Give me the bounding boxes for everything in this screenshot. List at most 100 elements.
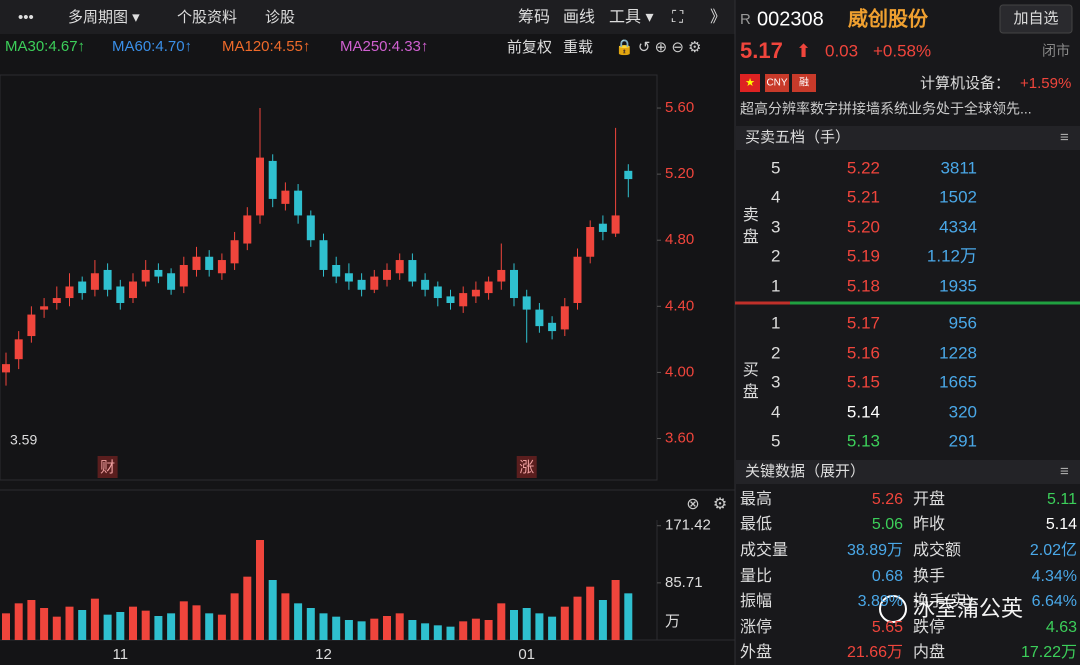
candle-body bbox=[217, 260, 226, 274]
candle-body bbox=[395, 260, 404, 274]
candle-body bbox=[256, 157, 264, 216]
toolbar-button[interactable]: ••• bbox=[18, 9, 34, 26]
book-price: 5.20 bbox=[847, 217, 880, 236]
watch-button-bg[interactable] bbox=[999, 4, 1073, 34]
key-value: 6.64% bbox=[1032, 593, 1077, 610]
volume-bar bbox=[332, 616, 341, 640]
book-level: 5 bbox=[771, 431, 780, 450]
candle-body bbox=[179, 265, 188, 287]
key-value: 5.26 bbox=[872, 491, 903, 508]
key-header bbox=[735, 460, 1080, 484]
candle-body bbox=[471, 289, 480, 297]
volume-bar bbox=[167, 613, 176, 640]
ma-legend: MA120:4.55↑ bbox=[222, 38, 310, 55]
price: 5.17 bbox=[740, 38, 783, 63]
y-tick-label: 4.40 bbox=[665, 297, 694, 314]
book-volume: 3811 bbox=[940, 158, 977, 177]
toolbar-tool[interactable]: ⛶ bbox=[672, 9, 684, 26]
candle-body bbox=[268, 160, 277, 199]
price-frame bbox=[0, 74, 658, 481]
volume-bar bbox=[52, 616, 61, 640]
tag-bg bbox=[765, 74, 789, 92]
book-volume: 1.12万 bbox=[927, 246, 977, 265]
menu-icon[interactable]: ≡ bbox=[1060, 129, 1069, 146]
volume-bar bbox=[2, 613, 10, 640]
key-value: 4.63 bbox=[1046, 619, 1077, 636]
book-volume: 956 bbox=[949, 313, 977, 332]
book-level: 1 bbox=[771, 313, 780, 332]
book-level: 3 bbox=[771, 217, 780, 236]
book-price: 5.19 bbox=[847, 246, 880, 265]
candle-body bbox=[116, 286, 125, 303]
candle-body bbox=[573, 256, 582, 303]
volume-bar bbox=[548, 616, 557, 640]
book-volume: 1935 bbox=[939, 276, 977, 295]
settings-icon[interactable]: ⚙ bbox=[713, 496, 727, 513]
flag-icon bbox=[740, 74, 760, 92]
candle-body bbox=[52, 298, 61, 303]
option[interactable]: 前复权 bbox=[507, 38, 552, 56]
toolbar-tool[interactable]: 画线 bbox=[563, 8, 595, 26]
volume-bar bbox=[395, 613, 404, 640]
y-tick-label: 5.60 bbox=[665, 99, 694, 116]
tag-bg bbox=[792, 74, 816, 92]
key-label: 成交额 bbox=[913, 541, 961, 559]
volume-bar bbox=[78, 610, 87, 640]
volume-bar bbox=[510, 610, 518, 640]
candle-body bbox=[40, 306, 49, 310]
candle-body bbox=[484, 281, 493, 294]
book-level: 2 bbox=[771, 246, 780, 265]
volume-bar bbox=[383, 616, 391, 640]
y-tick-label: 5.20 bbox=[665, 165, 694, 182]
y-tick-label: 4.80 bbox=[665, 231, 694, 248]
toolbar-button[interactable]: 个股资料 bbox=[177, 9, 237, 26]
key-value: 3.89% bbox=[858, 593, 903, 610]
candle-body bbox=[78, 281, 87, 294]
close-icon[interactable]: ⊗ bbox=[686, 496, 699, 513]
key-value: 5.65 bbox=[872, 619, 903, 636]
key-label: 跌停 bbox=[913, 618, 945, 636]
toolbar-tool[interactable]: 筹码 bbox=[518, 8, 550, 26]
watch-button[interactable]: 加自选 bbox=[1013, 10, 1058, 27]
toolbar-button[interactable]: 多周期图 ▾ bbox=[68, 9, 140, 26]
key-label: 换手 bbox=[913, 567, 945, 585]
candle-body bbox=[192, 256, 201, 270]
book-price: 5.13 bbox=[847, 431, 880, 450]
volume-bar bbox=[230, 593, 239, 640]
candle-body bbox=[357, 279, 366, 290]
event-marker[interactable] bbox=[516, 456, 537, 478]
candle-body bbox=[103, 269, 112, 290]
book-header bbox=[735, 126, 1080, 150]
event-marker-label[interactable]: 财 bbox=[100, 459, 115, 476]
toolbar-tool[interactable]: 》 bbox=[710, 9, 726, 26]
x-tick-label: 12 bbox=[315, 646, 332, 663]
toolbar-tool[interactable]: 工具 ▾ bbox=[609, 9, 653, 26]
y-tick-label: 171.42 bbox=[665, 517, 711, 534]
option[interactable]: 重载 bbox=[563, 39, 593, 56]
key-value: 5.06 bbox=[872, 516, 903, 533]
key-value: 0.68 bbox=[872, 568, 903, 585]
event-marker-label[interactable]: 涨 bbox=[519, 459, 534, 476]
toolbar-button[interactable]: 诊股 bbox=[265, 9, 295, 26]
sector-pct: +1.59% bbox=[1020, 75, 1071, 92]
volume-bar bbox=[65, 606, 74, 640]
volume-bar bbox=[205, 613, 214, 640]
volume-bar bbox=[497, 603, 506, 640]
volume-bar bbox=[433, 625, 442, 640]
candle-body bbox=[383, 269, 391, 280]
event-marker[interactable] bbox=[97, 456, 118, 478]
volume-bar bbox=[103, 614, 112, 640]
menu-icon[interactable]: ≡ bbox=[1060, 463, 1069, 480]
x-tick-label: 01 bbox=[518, 646, 535, 663]
key-title: 关键数据（展开） bbox=[745, 463, 865, 480]
volume-bar bbox=[256, 540, 264, 640]
key-label: 最低 bbox=[740, 515, 772, 533]
key-value: 4.34% bbox=[1032, 568, 1077, 585]
book-price: 5.18 bbox=[847, 276, 880, 295]
book-price: 5.16 bbox=[847, 343, 880, 362]
key-value: 17.22万 bbox=[1021, 644, 1077, 661]
candle-body bbox=[344, 273, 353, 282]
icons[interactable]: 🔒 ↺ ⊕ ⊖ ⚙ bbox=[615, 39, 702, 56]
volume-bar bbox=[522, 608, 531, 640]
